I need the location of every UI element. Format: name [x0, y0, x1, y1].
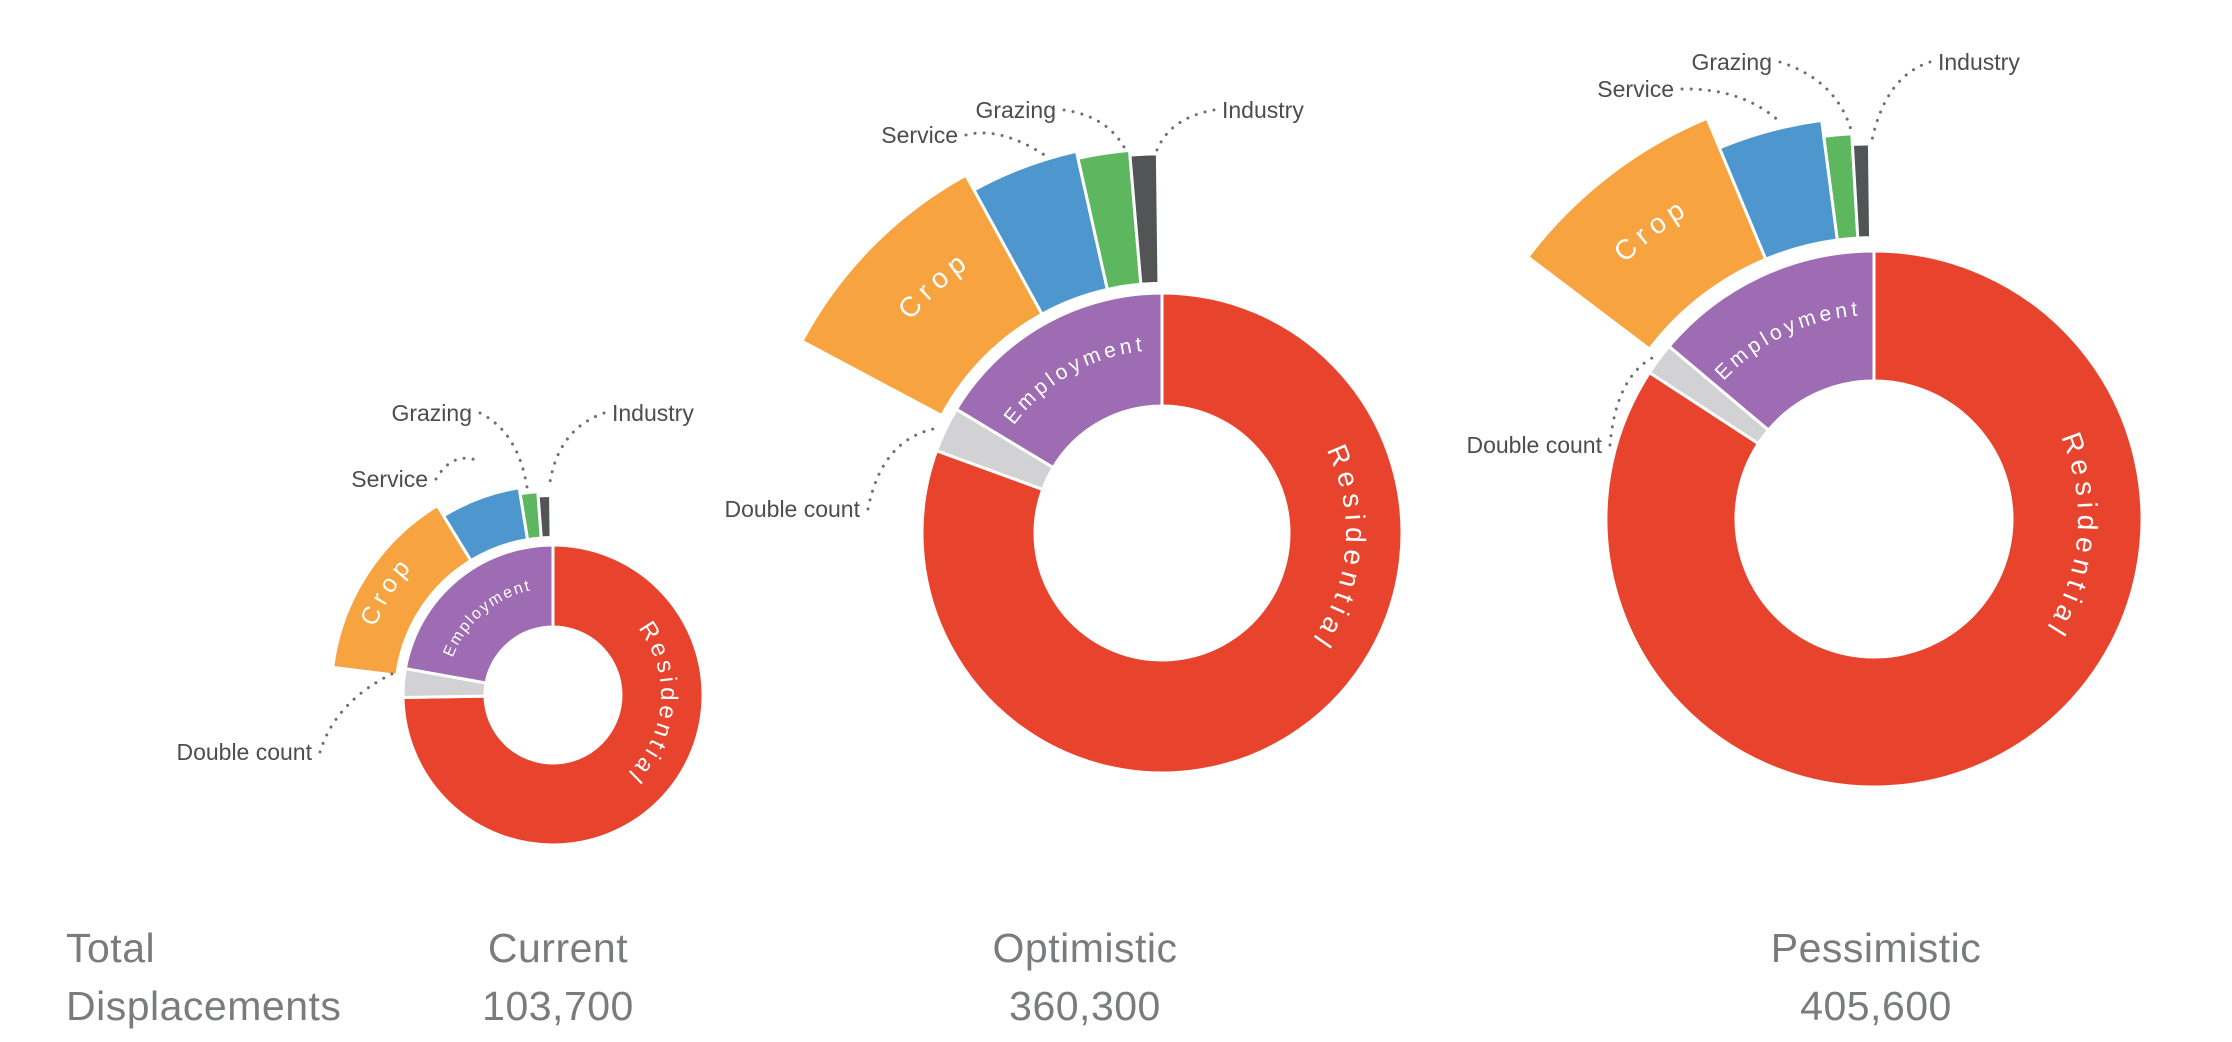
caption-current: Current: [488, 925, 628, 971]
total-displacements-label-line2: Displacements: [66, 983, 341, 1029]
wedge-industry-optimistic: [1128, 152, 1161, 286]
label-industry-pessimistic: Industry: [1938, 49, 2020, 75]
caption-current-total: 103,700: [482, 983, 634, 1029]
segment-residential-current: [401, 543, 705, 847]
wedge-crop-pessimistic: [1526, 116, 1768, 351]
label-double_count-current: Double count: [176, 739, 312, 765]
segment-employment-optimistic: [954, 291, 1164, 469]
caption-pessimistic: Pessimistic: [1771, 925, 1982, 971]
segment-employment-current: [403, 543, 555, 685]
leader-double_count-pessimistic: [1608, 356, 1654, 447]
label-service-current: Service: [351, 466, 428, 492]
segment-residential-pessimistic: [1604, 249, 2144, 789]
leader-grazing-pessimistic: [1778, 60, 1853, 132]
label-double_count-pessimistic: Double count: [1466, 432, 1602, 458]
label-service-optimistic: Service: [881, 122, 958, 148]
leader-industry-current: [547, 411, 606, 491]
label-industry-current: Industry: [612, 400, 694, 426]
wedge-industry-pessimistic: [1850, 142, 1873, 240]
segment-employment-pessimistic: [1667, 249, 1876, 432]
leader-service-pessimistic: [1680, 87, 1783, 125]
leader-double_count-current: [318, 670, 398, 754]
wedge-industry-current: [536, 494, 553, 540]
wedge-crop-optimistic: [800, 173, 1044, 418]
label-service-pessimistic: Service: [1597, 76, 1674, 102]
wedge-crop-current: [331, 504, 473, 677]
leader-service-current: [434, 456, 478, 481]
label-grazing-current: Grazing: [391, 400, 472, 426]
leader-grazing-current: [478, 411, 529, 489]
leader-industry-optimistic: [1155, 108, 1216, 152]
leader-grazing-optimistic: [1062, 108, 1126, 149]
leader-industry-pessimistic: [1870, 60, 1932, 142]
segment-residential-optimistic: [920, 291, 1404, 775]
leader-service-optimistic: [964, 131, 1048, 158]
total-displacements-label-line1: Total: [66, 925, 155, 971]
label-industry-optimistic: Industry: [1222, 97, 1304, 123]
caption-optimistic-total: 360,300: [1009, 983, 1161, 1029]
label-grazing-optimistic: Grazing: [975, 97, 1056, 123]
captions-row: Total Displacements Current 103,700 Opti…: [66, 925, 1981, 1029]
label-grazing-pessimistic: Grazing: [1691, 49, 1772, 75]
label-double_count-optimistic: Double count: [724, 496, 860, 522]
caption-optimistic: Optimistic: [993, 925, 1178, 971]
caption-pessimistic-total: 405,600: [1800, 983, 1952, 1029]
